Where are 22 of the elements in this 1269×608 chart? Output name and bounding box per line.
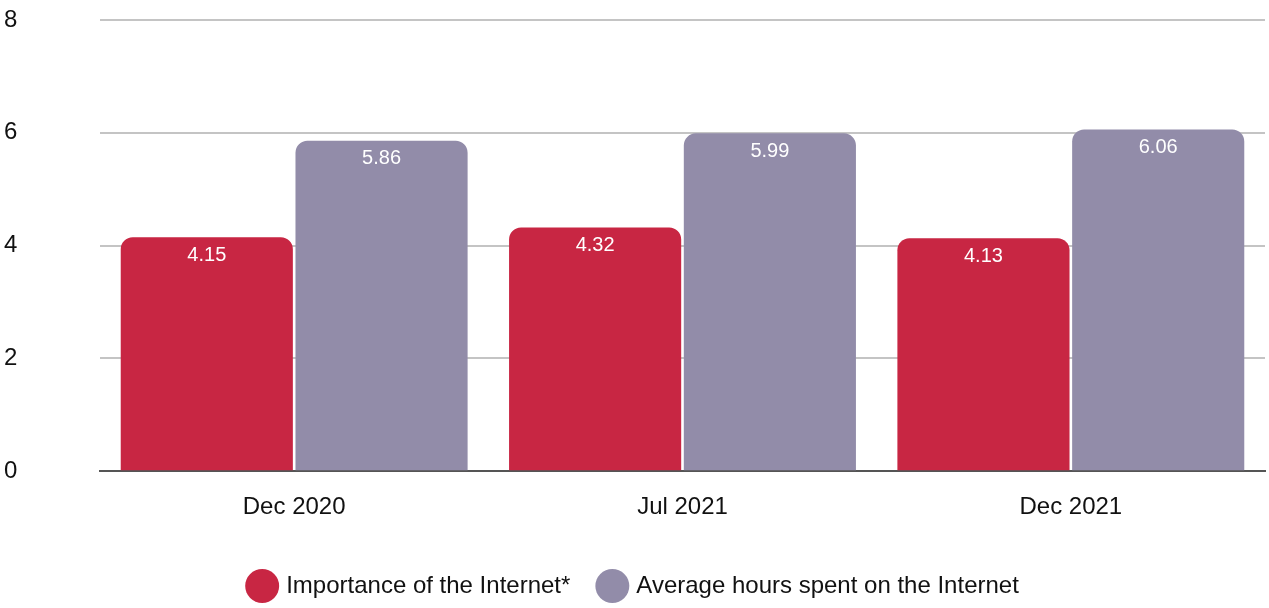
data-label: 5.99	[750, 138, 790, 161]
x-tick-label: Dec 2021	[1019, 492, 1123, 520]
bar	[295, 140, 468, 471]
data-label: 4.15	[187, 242, 227, 265]
bar	[1072, 129, 1245, 471]
y-tick-label: 6	[4, 117, 18, 145]
bar	[683, 133, 856, 471]
data-label: 4.13	[963, 243, 1003, 266]
bar	[897, 238, 1070, 471]
x-tick-label: Dec 2020	[242, 492, 346, 520]
y-tick-label: 8	[4, 4, 18, 32]
x-tick-label: Jul 2021	[637, 492, 728, 520]
legend-label: Importance of the Internet*	[286, 570, 571, 598]
y-tick-label: 4	[4, 230, 18, 258]
y-tick-label: 2	[4, 343, 18, 371]
y-tick-label: 0	[4, 455, 18, 483]
data-label: 4.32	[575, 233, 615, 256]
bar	[120, 237, 293, 471]
legend-label: Average hours spent on the Internet	[636, 570, 1020, 598]
data-label: 5.86	[362, 146, 402, 169]
bar	[509, 227, 682, 471]
data-label: 6.06	[1138, 134, 1178, 157]
